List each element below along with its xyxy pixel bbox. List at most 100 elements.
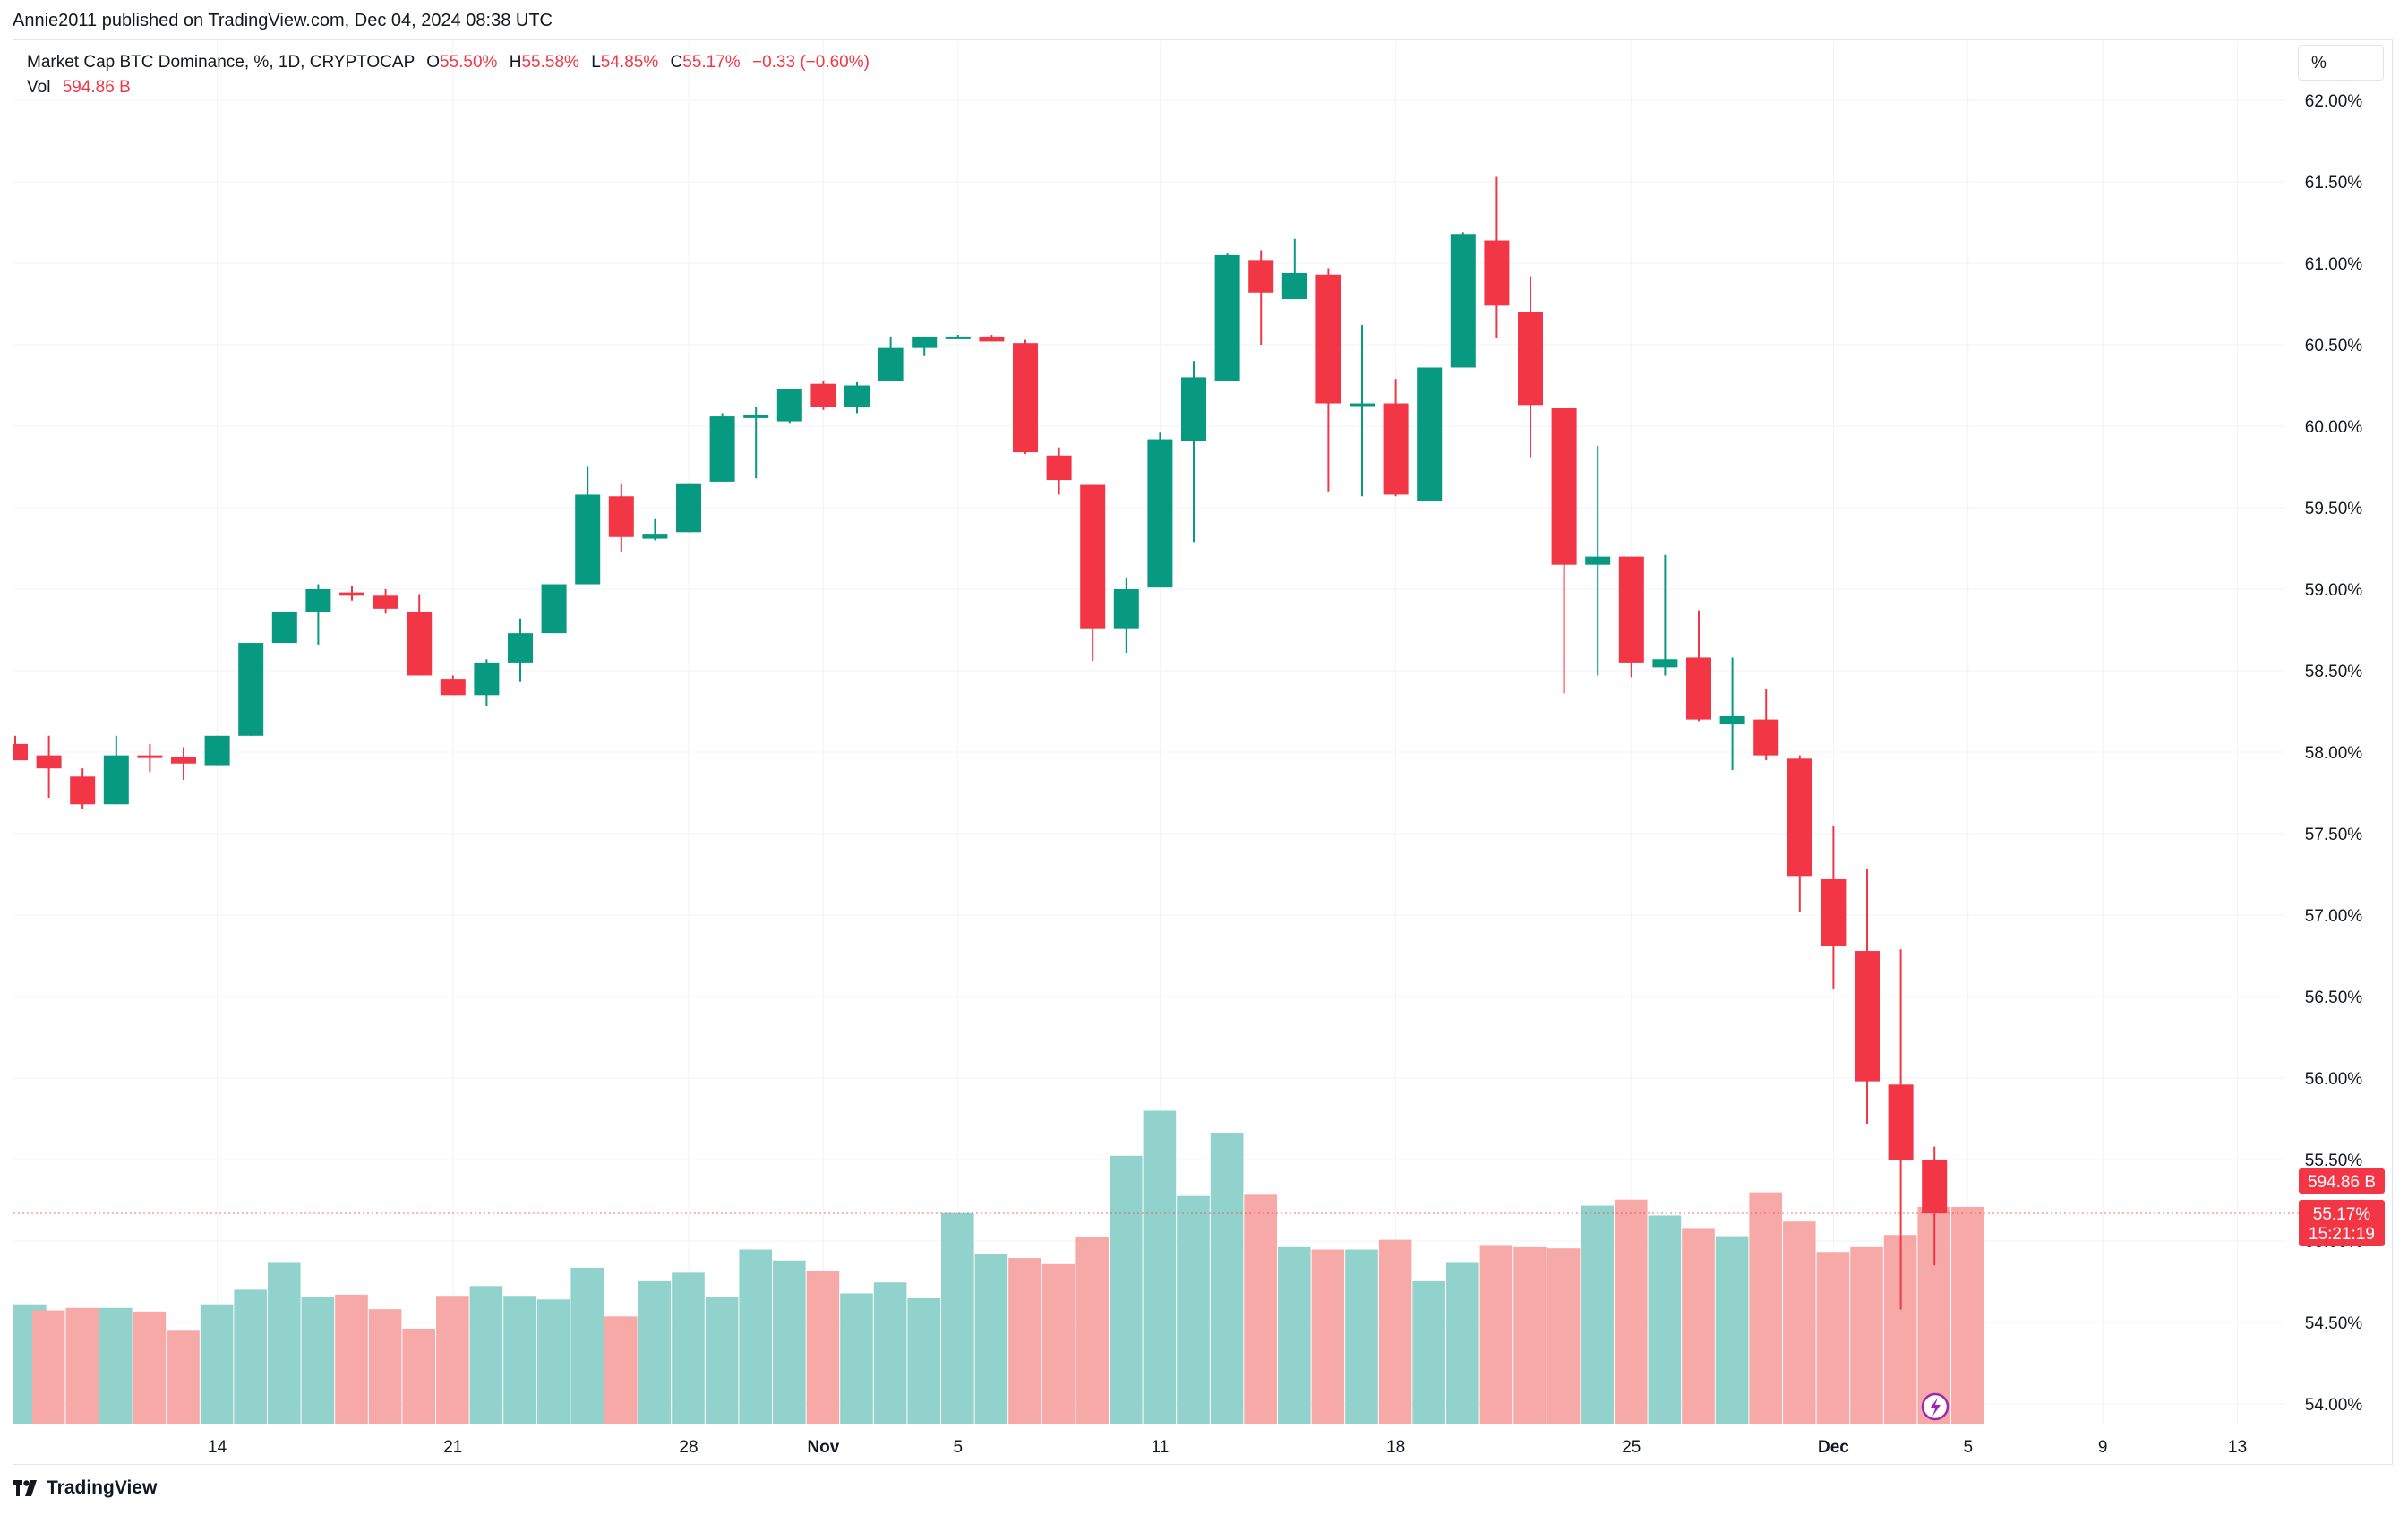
candle-body: [1484, 240, 1510, 306]
volume-bar: [1075, 1237, 1109, 1424]
x-tick-label: 11: [1152, 1438, 1170, 1457]
event-marker-icon[interactable]: [1921, 1392, 1950, 1421]
price-badge-bg: [2299, 1200, 2385, 1246]
price-badge: 55.17%: [2313, 1205, 2371, 1224]
candle-body: [373, 595, 398, 609]
legend-volume-row: Vol 594.86 B: [27, 75, 870, 100]
candles: [13, 176, 1948, 1310]
x-tick-label: 9: [2098, 1438, 2108, 1457]
volume-bar: [1446, 1262, 1479, 1424]
candle-body: [305, 589, 331, 612]
legend-ohlc-row: Market Cap BTC Dominance, %, 1D, CRYPTOC…: [27, 50, 870, 75]
x-tick-label: Dec: [1818, 1438, 1849, 1457]
y-tick-label: 59.00%: [2305, 581, 2363, 600]
candle-body: [709, 416, 735, 482]
volume-bar: [941, 1212, 974, 1424]
volume-bar: [974, 1254, 1008, 1424]
candle-body: [1719, 715, 1745, 725]
candle-body: [1753, 719, 1779, 756]
candle-body: [1450, 234, 1476, 368]
change-value: −0.33 (−0.60%): [751, 53, 870, 72]
y-tick-label: 54.00%: [2305, 1396, 2363, 1415]
volume-bar: [1951, 1206, 1984, 1424]
volume-bar: [773, 1260, 806, 1424]
y-tick-label: 56.00%: [2305, 1070, 2363, 1089]
close-label: C: [670, 53, 683, 72]
candle-body: [271, 612, 297, 644]
candle-body: [171, 757, 196, 764]
candle-body: [1281, 272, 1307, 300]
open-value: 55.50%: [440, 53, 498, 72]
x-tick-label: 5: [1964, 1438, 1974, 1457]
volume-bar: [739, 1249, 772, 1424]
candle-body: [440, 679, 466, 696]
candle-body: [810, 383, 836, 407]
candle-body: [70, 776, 96, 805]
publisher-line: Annie2011 published on TradingView.com, …: [13, 11, 553, 30]
volume-bar: [469, 1286, 503, 1424]
y-tick-label: 62.00%: [2305, 92, 2363, 111]
volume-bar: [1816, 1252, 1850, 1424]
volume-bar: [1110, 1155, 1143, 1424]
candle-body: [103, 755, 129, 805]
volume-bar: [1749, 1192, 1782, 1424]
volume-bar: [31, 1310, 65, 1424]
volume-bar: [402, 1328, 435, 1424]
candle-body: [878, 347, 904, 381]
volume-bar: [1783, 1221, 1816, 1424]
high-label: H: [509, 53, 522, 72]
x-tick-label: 25: [1622, 1438, 1641, 1457]
candle-body: [1686, 657, 1711, 720]
volume-bar: [1581, 1205, 1614, 1424]
candle-body: [1585, 556, 1611, 565]
volume-bar: [1850, 1246, 1883, 1424]
volume-bar: [133, 1311, 167, 1424]
candle-body: [1181, 377, 1206, 441]
candle-body: [1113, 589, 1139, 629]
volume-bar: [368, 1309, 402, 1424]
volume-bar: [1177, 1195, 1210, 1424]
tradingview-logo[interactable]: TradingView: [13, 1477, 157, 1499]
candle-body: [844, 385, 870, 407]
countdown-badge: 15:21:19: [2309, 1225, 2375, 1244]
candle-body: [1248, 260, 1274, 293]
volume-bar: [503, 1296, 536, 1424]
candle-body: [36, 755, 62, 769]
volume-badge: 594.86 B: [2308, 1173, 2376, 1192]
candle-body: [1888, 1084, 1914, 1160]
candle-body: [575, 494, 601, 585]
y-tick-label: 55.50%: [2305, 1151, 2363, 1170]
volume-bar: [570, 1267, 604, 1424]
open-label: O: [426, 53, 440, 72]
candle-body: [1013, 343, 1038, 453]
x-tick-label: 28: [679, 1438, 698, 1457]
volume-bar: [268, 1262, 301, 1424]
low-value: 54.85%: [600, 53, 659, 72]
candle-body: [912, 336, 938, 348]
volume-bar: [638, 1280, 672, 1424]
volume-bars: [13, 1110, 1984, 1424]
candle-body: [1618, 556, 1644, 663]
volume-bar: [907, 1297, 940, 1424]
volume-badge-bg: [2299, 1168, 2385, 1194]
y-tick-label: 58.50%: [2305, 663, 2363, 681]
y-tick-label: 60.00%: [2305, 418, 2363, 437]
volume-bar: [672, 1272, 705, 1424]
x-tick-label: 5: [954, 1438, 964, 1457]
x-tick-label: 13: [2228, 1438, 2247, 1457]
candle-body: [474, 662, 500, 696]
volume-bar: [1244, 1194, 1277, 1424]
candle-body: [1214, 254, 1240, 381]
symbol-title: Market Cap BTC Dominance, %, 1D, CRYPTOC…: [27, 53, 415, 72]
candle-body: [407, 612, 433, 676]
volume-bar: [1513, 1246, 1547, 1424]
percent-scale-button[interactable]: %: [2298, 45, 2384, 81]
volume-bar: [1682, 1228, 1715, 1424]
time-axis: 14 21 28 Nov 5 11 18 25 Dec 5 9 13: [208, 1438, 2247, 1457]
volume-bar: [1479, 1245, 1513, 1424]
candle-body: [743, 415, 769, 418]
candle-body: [1922, 1160, 1948, 1214]
volume-bar: [1412, 1280, 1445, 1424]
chart-frame: [13, 39, 2393, 1465]
